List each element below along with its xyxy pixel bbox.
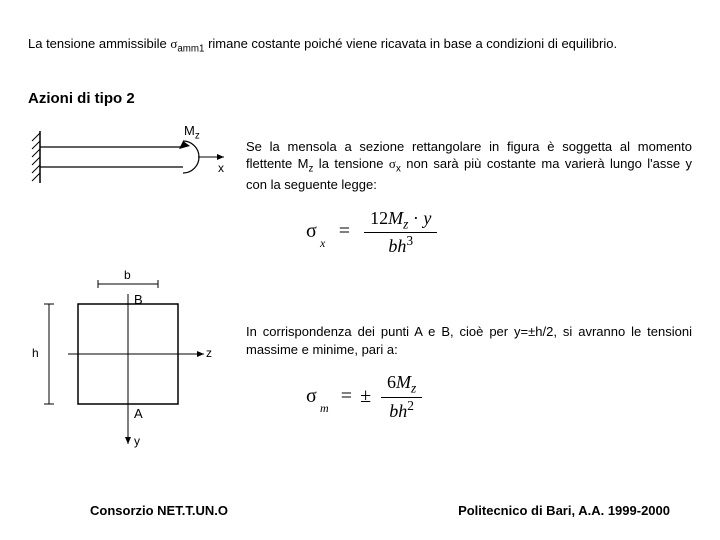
paragraph-2: In corrispondenza dei punti A e B, cioè …: [246, 323, 692, 358]
label-A: A: [134, 406, 143, 421]
paragraph-1: Se la mensola a sezione rettangolare in …: [246, 138, 692, 194]
label-y: y: [134, 434, 140, 448]
f2-sigma: σ: [306, 385, 317, 407]
f1-h: h: [397, 236, 406, 256]
footer-left: Consorzio NET.T.UN.O: [90, 503, 228, 518]
f2-h: h: [398, 401, 407, 421]
f1-sub: x: [320, 236, 325, 251]
moment-label: Mz: [184, 123, 200, 142]
moment-z: z: [195, 130, 200, 141]
intro-sub: amm1: [177, 44, 204, 55]
f2-pm: ±: [360, 385, 371, 408]
footer: Consorzio NET.T.UN.O Politecnico di Bari…: [0, 503, 720, 518]
moment-M: M: [184, 123, 195, 138]
f2-M: M: [396, 372, 411, 392]
footer-right: Politecnico di Bari, A.A. 1999-2000: [458, 503, 670, 518]
f1-M: M: [388, 208, 403, 228]
heading-azioni: Azioni di tipo 2: [28, 90, 692, 107]
x-axis-label: x: [218, 161, 224, 175]
intro-paragraph: La tensione ammissibile σamm1 rimane cos…: [28, 35, 692, 56]
p1-sigma: σ: [389, 156, 396, 171]
formula-1: σ x = 12Mz · y bh3: [306, 208, 692, 257]
f2-Mz: z: [411, 381, 416, 396]
f1-b: b: [388, 236, 397, 256]
f2-eq: =: [341, 385, 352, 408]
f2-b: b: [389, 401, 398, 421]
intro-suffix: rimane costante poiché viene ricavata in…: [204, 36, 617, 51]
formula-2: σ m = ± 6Mz bh2: [306, 372, 692, 421]
f2-exp: 2: [407, 398, 414, 413]
label-B: B: [134, 292, 143, 307]
f2-sub: m: [320, 401, 329, 416]
label-h: h: [32, 346, 39, 360]
intro-prefix: La tensione ammissibile: [28, 36, 170, 51]
beam-diagram: Mz x: [28, 125, 228, 195]
section-diagram: b B h z A y: [28, 274, 228, 467]
p2-t1: In corrispondenza dei punti A e B, cioè …: [246, 324, 528, 339]
f1-eq: =: [339, 220, 350, 243]
f1-exp: 3: [406, 233, 413, 248]
p1-t2: la tensione: [313, 156, 389, 171]
label-b: b: [124, 268, 131, 282]
f2-6: 6: [387, 372, 396, 392]
f1-sigma: σ: [306, 220, 317, 242]
f1-dot: ·: [408, 208, 423, 228]
f1-12: 12: [370, 208, 388, 228]
f1-y: y: [423, 208, 431, 228]
label-z: z: [206, 346, 212, 360]
